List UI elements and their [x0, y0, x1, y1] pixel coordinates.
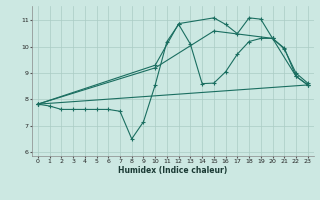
- X-axis label: Humidex (Indice chaleur): Humidex (Indice chaleur): [118, 166, 228, 175]
